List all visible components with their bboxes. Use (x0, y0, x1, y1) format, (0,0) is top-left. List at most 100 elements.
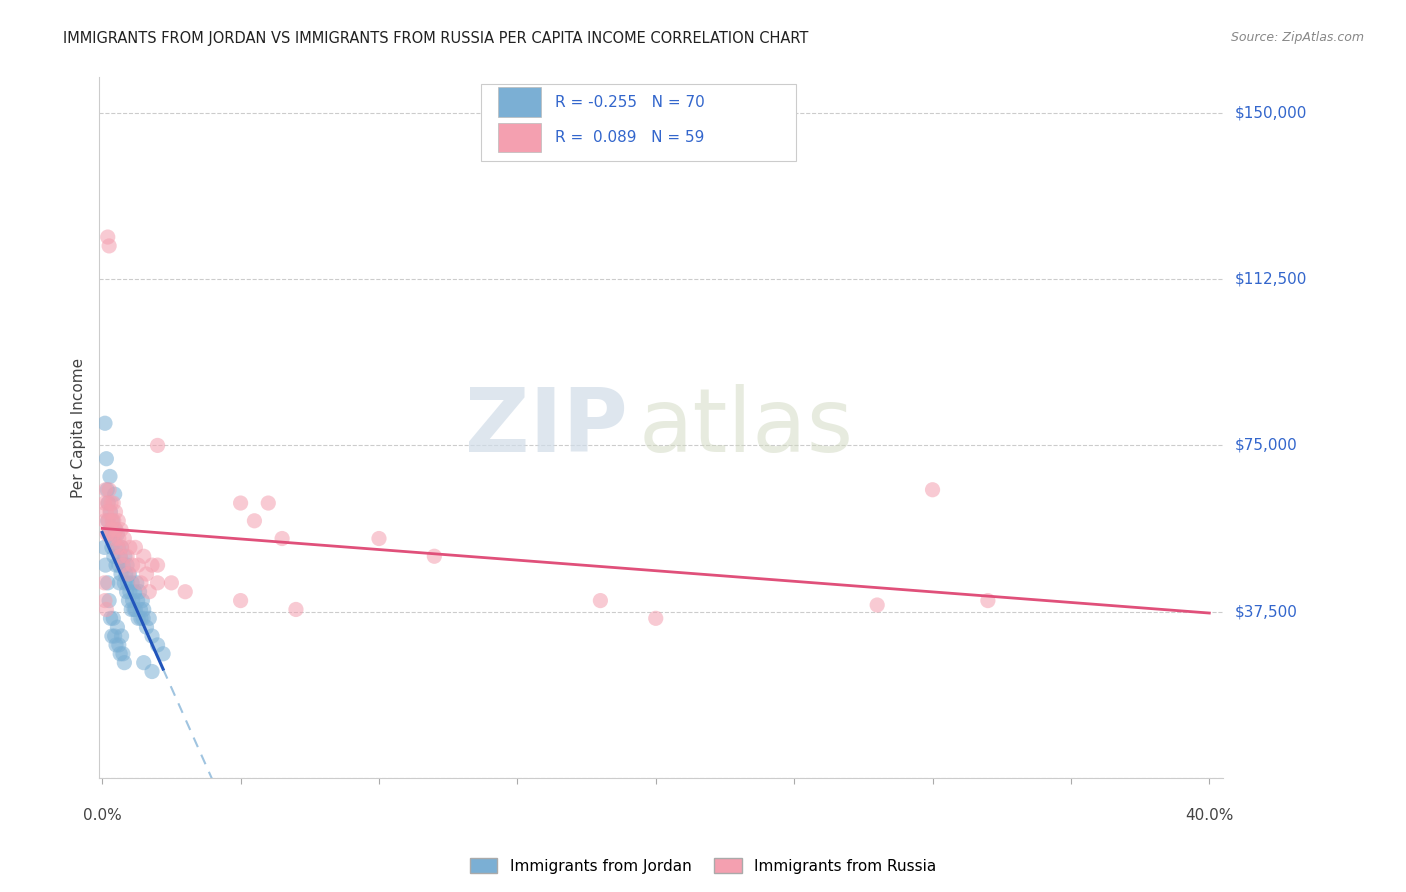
Point (132, 549, 155, 564)
Point (104, 505, 127, 519)
Point (107, 541, 129, 555)
Point (93, 541, 115, 555)
Point (271, 532, 294, 546)
Point (103, 549, 125, 564)
Point (135, 566, 157, 581)
Point (110, 566, 132, 581)
Point (160, 575, 183, 590)
Point (112, 575, 135, 590)
Point (104, 532, 127, 546)
Point (644, 611, 666, 625)
Legend: Immigrants from Jordan, Immigrants from Russia: Immigrants from Jordan, Immigrants from … (464, 852, 942, 880)
Point (108, 575, 131, 590)
Point (921, 483, 943, 497)
Point (243, 514, 266, 528)
Point (108, 549, 131, 564)
Point (132, 656, 155, 670)
Text: $150,000: $150,000 (1234, 105, 1306, 120)
Point (107, 620, 129, 634)
Point (108, 558, 131, 573)
FancyBboxPatch shape (498, 87, 541, 117)
Point (101, 541, 124, 555)
Point (93, 496, 115, 510)
Point (101, 514, 124, 528)
Point (97, 514, 120, 528)
Point (100, 505, 122, 519)
Point (129, 611, 152, 625)
Point (866, 598, 889, 612)
Point (121, 575, 143, 590)
Point (146, 575, 169, 590)
Point (115, 584, 138, 599)
Point (117, 566, 139, 581)
Text: 0.0%: 0.0% (83, 808, 121, 823)
Point (97, 496, 120, 510)
Point (141, 558, 163, 573)
Text: $112,500: $112,500 (1234, 272, 1306, 286)
Point (98, 527, 121, 541)
Y-axis label: Per Capita Income: Per Capita Income (72, 358, 86, 498)
Point (96, 602, 118, 616)
Text: 40.0%: 40.0% (1185, 808, 1233, 823)
Point (97, 230, 120, 244)
Point (121, 593, 143, 607)
Point (110, 523, 132, 537)
Point (103, 611, 125, 625)
Point (110, 541, 132, 555)
Point (138, 611, 160, 625)
Point (132, 602, 155, 616)
Point (108, 532, 131, 546)
Point (114, 549, 136, 564)
Point (112, 532, 135, 546)
Point (110, 629, 132, 643)
Point (108, 638, 131, 652)
Point (96, 527, 118, 541)
Point (132, 611, 155, 625)
Point (96, 505, 118, 519)
Point (115, 558, 138, 573)
FancyBboxPatch shape (481, 85, 796, 161)
Point (94, 558, 117, 573)
Point (105, 558, 128, 573)
Text: IMMIGRANTS FROM JORDAN VS IMMIGRANTS FROM RUSSIA PER CAPITA INCOME CORRELATION C: IMMIGRANTS FROM JORDAN VS IMMIGRANTS FRO… (63, 31, 808, 46)
Point (98, 239, 121, 253)
Point (284, 602, 307, 616)
Point (115, 549, 138, 564)
Point (103, 532, 125, 546)
Point (112, 656, 135, 670)
Point (94, 483, 117, 497)
Point (127, 593, 149, 607)
Point (105, 638, 128, 652)
Text: R = -0.255   N = 70: R = -0.255 N = 70 (554, 95, 704, 110)
Point (128, 584, 150, 599)
Point (104, 629, 127, 643)
Point (131, 593, 153, 607)
Point (141, 665, 163, 679)
Point (108, 647, 131, 661)
Point (146, 438, 169, 452)
Point (103, 496, 125, 510)
Point (114, 566, 136, 581)
Point (101, 514, 124, 528)
Point (108, 549, 131, 564)
Point (98, 505, 121, 519)
Text: $37,500: $37,500 (1234, 604, 1298, 619)
Point (94, 593, 117, 607)
Point (121, 558, 143, 573)
Text: R =  0.089   N = 59: R = 0.089 N = 59 (554, 130, 704, 145)
Point (146, 558, 169, 573)
Point (146, 638, 169, 652)
Point (110, 541, 132, 555)
Point (104, 487, 127, 501)
Point (368, 532, 391, 546)
Point (138, 584, 160, 599)
Point (129, 575, 152, 590)
Point (423, 549, 446, 564)
Point (107, 514, 129, 528)
Point (100, 611, 122, 625)
Point (97, 575, 120, 590)
Point (101, 629, 124, 643)
FancyBboxPatch shape (498, 123, 541, 153)
Point (101, 527, 124, 541)
Point (105, 523, 128, 537)
